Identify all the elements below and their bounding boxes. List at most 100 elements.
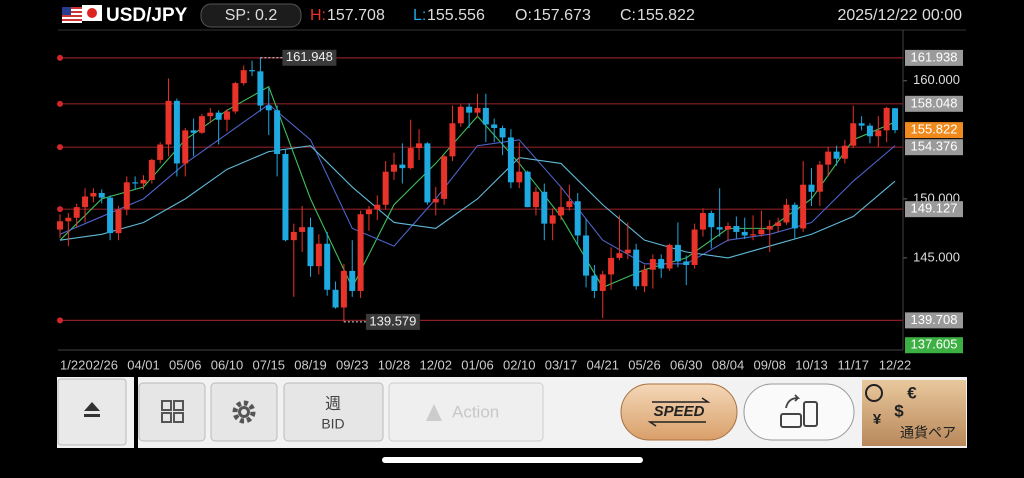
close: 155.822 bbox=[637, 7, 695, 24]
candle-body bbox=[73, 207, 80, 218]
bottom-price-label: 137.605 bbox=[911, 337, 958, 352]
speed-button[interactable]: SPEED bbox=[620, 383, 738, 441]
spread-pill bbox=[200, 3, 302, 28]
candle-body bbox=[148, 159, 155, 180]
candle-body bbox=[825, 151, 832, 165]
candle-body bbox=[699, 213, 706, 230]
candle-body bbox=[349, 270, 356, 291]
level-handle bbox=[57, 206, 63, 213]
candle-body bbox=[591, 275, 598, 291]
level-box bbox=[905, 139, 963, 156]
current-price-label: 155.822 bbox=[911, 122, 958, 137]
candle-body bbox=[691, 229, 698, 265]
x-tick-label: 11/17 bbox=[837, 357, 869, 372]
candle-body bbox=[123, 182, 130, 210]
candle-body bbox=[624, 249, 631, 254]
candle-body bbox=[65, 217, 72, 222]
spread: SP: 0.2 bbox=[225, 7, 278, 24]
level-box bbox=[905, 312, 963, 329]
candle-body bbox=[265, 105, 272, 111]
yen-icon: ¥ bbox=[873, 411, 882, 428]
candle-body bbox=[198, 116, 205, 133]
low: 155.556 bbox=[427, 7, 485, 24]
candle-body bbox=[424, 143, 431, 203]
candle-body bbox=[816, 164, 823, 192]
candle-body bbox=[215, 112, 222, 120]
candle-body bbox=[741, 231, 748, 236]
layout-button[interactable] bbox=[138, 382, 206, 442]
x-tick-label: 01/06 bbox=[461, 357, 494, 372]
candle-body bbox=[649, 259, 656, 270]
candle-body bbox=[466, 106, 473, 113]
candle-body bbox=[115, 209, 122, 234]
rotate-button[interactable] bbox=[743, 383, 855, 441]
candle-body bbox=[165, 100, 172, 145]
candle-body bbox=[608, 257, 615, 275]
dollar-icon: $ bbox=[894, 401, 904, 420]
candle-body bbox=[750, 234, 757, 236]
x-tick-label: 03/17 bbox=[545, 357, 578, 372]
annotation-label: 139.579 bbox=[369, 313, 416, 328]
close-label: C: bbox=[620, 7, 636, 24]
candle-body bbox=[416, 143, 423, 149]
candle-body bbox=[633, 249, 640, 287]
candle-body bbox=[107, 197, 114, 234]
candle-body bbox=[449, 123, 456, 157]
x-tick-label: 04/01 bbox=[127, 357, 160, 372]
open-label: O: bbox=[515, 7, 532, 24]
action-button[interactable]: Action bbox=[388, 382, 544, 442]
level-label: 149.127 bbox=[911, 201, 958, 216]
candle-body bbox=[892, 108, 898, 131]
x-tick-label: 05/06 bbox=[169, 357, 202, 372]
level-box bbox=[905, 95, 963, 112]
candle-body bbox=[282, 153, 289, 241]
bottom-price-box bbox=[905, 337, 963, 354]
open: 157.673 bbox=[533, 7, 591, 24]
candle-body bbox=[516, 171, 523, 183]
x-tick-label: 12/22 bbox=[879, 357, 912, 372]
candle-body bbox=[766, 226, 773, 230]
x-tick-label: 02/26 bbox=[85, 357, 118, 372]
settings-button[interactable] bbox=[210, 382, 278, 442]
candle-body bbox=[457, 106, 464, 124]
candle-body bbox=[132, 182, 139, 184]
candle-body bbox=[374, 204, 381, 210]
candle-body bbox=[491, 124, 498, 129]
candle-body bbox=[599, 274, 606, 291]
candle-body bbox=[340, 270, 347, 308]
candle-body bbox=[232, 83, 239, 112]
moving-average bbox=[59, 103, 896, 265]
candle-body bbox=[507, 137, 514, 183]
candle-body bbox=[532, 191, 539, 208]
price-type-button[interactable]: 週 BID bbox=[283, 382, 384, 442]
x-tick-label: 06/10 bbox=[211, 357, 244, 372]
level-label: 154.376 bbox=[911, 139, 958, 154]
candle-body bbox=[482, 107, 489, 125]
candle-body bbox=[365, 209, 372, 215]
x-tick-label: 09/23 bbox=[336, 357, 369, 372]
x-tick-label: 08/19 bbox=[294, 357, 327, 372]
level-label: 161.938 bbox=[911, 49, 958, 64]
candle-body bbox=[407, 148, 414, 169]
candle-body bbox=[866, 125, 873, 137]
candle-body bbox=[791, 204, 798, 229]
candle-body bbox=[249, 70, 256, 72]
candle-body bbox=[883, 107, 890, 131]
candle-body bbox=[549, 215, 556, 224]
candle-body bbox=[157, 144, 164, 160]
candle-body bbox=[499, 128, 506, 138]
x-tick-label: 06/30 bbox=[670, 357, 703, 372]
collapse-button[interactable] bbox=[57, 378, 127, 446]
week-label: 週 bbox=[325, 395, 341, 413]
candle-body bbox=[82, 196, 89, 208]
currency-pair-button[interactable]: € $ ¥ 通貨ペア bbox=[862, 380, 966, 446]
x-tick-label: 1/22 bbox=[60, 357, 85, 372]
annotation-label: 161.948 bbox=[286, 49, 333, 64]
euro-icon: € bbox=[907, 383, 917, 402]
x-tick-label: 10/28 bbox=[378, 357, 411, 372]
candle-body bbox=[290, 231, 297, 241]
candle-body bbox=[432, 198, 439, 203]
candle-body bbox=[98, 192, 105, 198]
candle-body bbox=[574, 201, 581, 236]
